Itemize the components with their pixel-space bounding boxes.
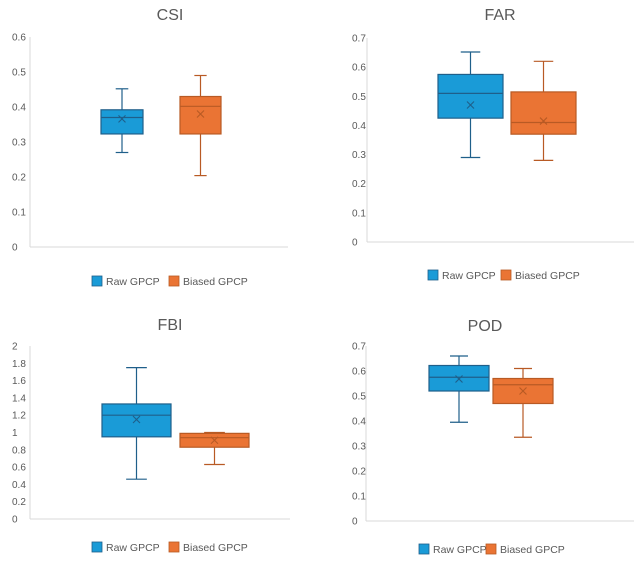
csi-raw-mean-marker (118, 115, 126, 123)
far-biased-box (510, 60, 577, 161)
far-raw-box (437, 51, 504, 159)
pod-biased-box (492, 367, 554, 438)
pod-panel: POD Raw GPCP Biased GPCP 0 0.1 0.2 0.3 0.4 0.… (352, 318, 634, 556)
fbi-y-tick-label: 0 (12, 515, 18, 526)
far-y-tick-label: 0.4 (352, 121, 366, 132)
pod-y-tick-label: 0.5 (352, 392, 366, 403)
fbi-raw-box (101, 367, 172, 480)
csi-title: CSI (157, 7, 184, 24)
fbi-raw-mean-marker (132, 415, 141, 424)
fbi-y-tick-label: 1.8 (12, 359, 26, 370)
far-biased-mean-marker (539, 117, 548, 125)
csi-y-tick-label: 0 (12, 243, 18, 254)
pod-raw-mean-marker (455, 375, 463, 383)
far-raw-mean-marker (466, 101, 475, 109)
pod-legend-raw-swatch (418, 543, 430, 555)
fbi-y-tick-label: 0.6 (12, 463, 26, 474)
fbi-y-tick-label: 1.2 (12, 411, 26, 422)
far-y-tick-label: 0.2 (352, 179, 366, 190)
pod-y-tick-label: 0 (352, 517, 358, 528)
far-y-tick-label: 0.7 (352, 34, 366, 45)
csi-legend: Raw GPCP Biased GPCP (91, 275, 248, 288)
csi-y-tick-label: 0.6 (12, 33, 26, 44)
fbi-legend-biased-label: Biased GPCP (183, 542, 248, 554)
pod-y-tick-label: 0.1 (352, 492, 366, 503)
csi-legend-raw-label: Raw GPCP (106, 276, 160, 288)
far-y-tick-label: 0.1 (352, 208, 366, 219)
far-legend-raw-label: Raw GPCP (442, 270, 496, 282)
far-panel: FAR Raw GPCP Biased GPCP 0 0.1 0.2 0.3 0.4 0.… (352, 7, 634, 282)
csi-legend-biased-label: Biased GPCP (183, 276, 248, 288)
pod-legend-raw-label: Raw GPCP (433, 544, 487, 556)
fbi-raw-iqr-box (101, 403, 172, 438)
pod-y-tick-label: 0.4 (352, 417, 366, 428)
pod-y-tick-label: 0.2 (352, 467, 366, 478)
far-legend: Raw GPCP Biased GPCP (427, 269, 580, 282)
far-y-tick-label: 0 (352, 238, 358, 249)
pod-legend-biased-swatch (485, 543, 497, 555)
csi-raw-box (100, 88, 144, 154)
far-y-tick-label: 0.3 (352, 150, 366, 161)
far-title: FAR (484, 7, 515, 24)
fbi-legend: Raw GPCP Biased GPCP (91, 541, 248, 554)
pod-legend: Raw GPCP Biased GPCP (418, 543, 565, 556)
fbi-y-tick-label: 0.8 (12, 445, 26, 456)
csi-raw-iqr-box (100, 109, 144, 135)
fbi-legend-raw-swatch (91, 541, 103, 553)
far-y-tick-label: 0.5 (352, 92, 366, 103)
csi-y-tick-label: 0.5 (12, 68, 26, 79)
pod-y-tick-label: 0.3 (352, 442, 366, 453)
csi-y-tick-label: 0.4 (12, 103, 26, 114)
pod-title: POD (468, 318, 503, 335)
csi-panel: CSI Raw GPCP Biased GPCP 0 0.1 0.2 0.3 0.4 0.… (12, 7, 288, 288)
pod-raw-box (428, 355, 490, 423)
far-raw-iqr-box (437, 73, 504, 119)
fbi-legend-raw-label: Raw GPCP (106, 542, 160, 554)
csi-y-tick-label: 0.1 (12, 208, 26, 219)
fbi-y-tick-label: 0.4 (12, 480, 26, 491)
fbi-y-tick-label: 1.4 (12, 393, 26, 404)
pod-biased-mean-marker (519, 387, 527, 395)
fbi-legend-biased-swatch (168, 541, 180, 553)
far-legend-raw-swatch (427, 269, 439, 281)
csi-biased-iqr-box (179, 95, 222, 135)
fbi-y-tick-label: 2 (12, 342, 18, 353)
csi-legend-biased-swatch (168, 275, 180, 287)
far-legend-biased-label: Biased GPCP (515, 270, 580, 282)
far-legend-biased-swatch (500, 269, 512, 281)
far-y-tick-label: 0.6 (352, 63, 366, 74)
pod-y-tick-label: 0.7 (352, 342, 366, 353)
fbi-y-tick-label: 0.2 (12, 497, 26, 508)
csi-y-tick-label: 0.2 (12, 173, 26, 184)
csi-y-tick-label: 0.3 (12, 138, 26, 149)
fbi-y-tick-label: 1.6 (12, 376, 26, 387)
pod-legend-biased-label: Biased GPCP (500, 544, 565, 556)
fbi-y-tick-label: 1 (12, 428, 18, 439)
fbi-title: FBI (158, 317, 183, 334)
fbi-panel: FBI Raw GPCP Biased GPCP 0 0.2 0.4 0.6 0.8 1 1… (12, 317, 290, 554)
csi-legend-raw-swatch (91, 275, 103, 287)
csi-biased-mean-marker (196, 110, 205, 118)
far-biased-iqr-box (510, 91, 577, 135)
fbi-biased-mean-marker (210, 436, 219, 445)
csi-biased-box (179, 74, 222, 177)
pod-y-tick-label: 0.6 (352, 367, 366, 378)
fbi-biased-box (179, 431, 250, 466)
